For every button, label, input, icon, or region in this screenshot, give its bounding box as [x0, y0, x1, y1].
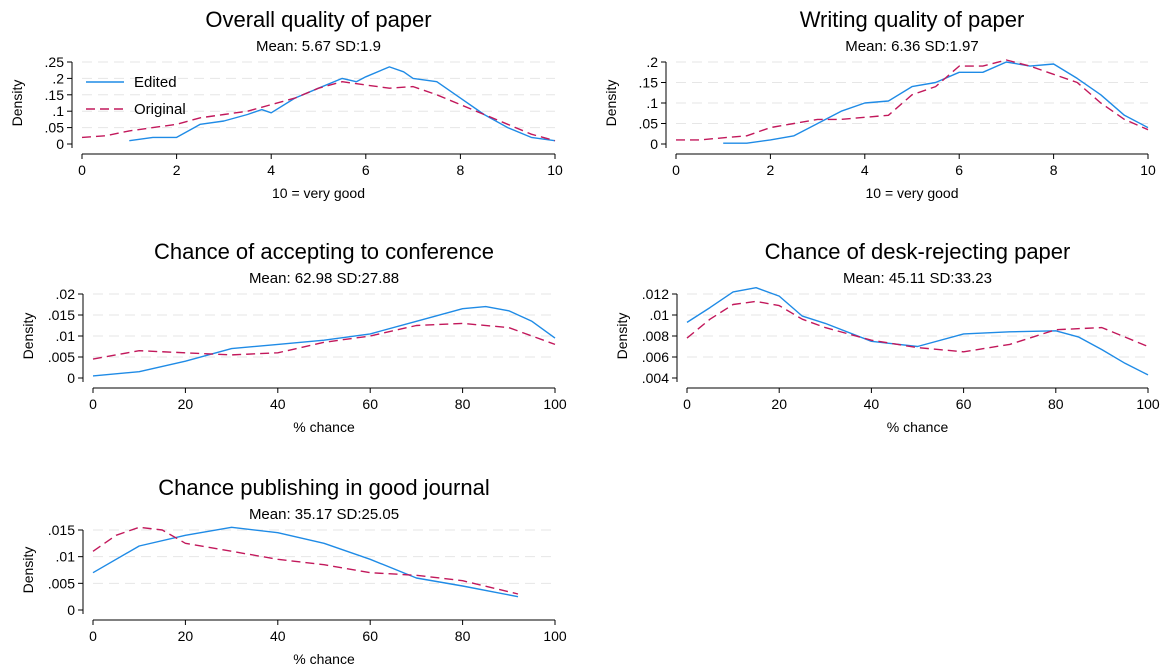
- y-tick-label: .005: [48, 575, 75, 591]
- chart-title: Overall quality of paper: [205, 7, 431, 32]
- x-axis-label: % chance: [887, 419, 949, 435]
- y-tick-label: 0: [67, 602, 75, 618]
- y-tick-label: 0: [650, 136, 658, 152]
- y-tick-label: .008: [642, 328, 669, 344]
- x-tick-label: 100: [543, 628, 567, 644]
- x-tick-label: 40: [270, 628, 286, 644]
- y-tick-label: .15: [45, 87, 65, 103]
- x-tick-label: 0: [89, 396, 97, 412]
- x-tick-label: 8: [457, 162, 465, 178]
- y-tick-label: 0: [67, 370, 75, 386]
- y-tick-label: .015: [48, 307, 75, 323]
- y-tick-label: .006: [642, 349, 669, 365]
- series-line-edited: [92, 305, 556, 377]
- x-tick-label: 2: [767, 162, 775, 178]
- series-line-edited: [723, 61, 1149, 144]
- chart-panel-5: Chance publishing in good journal Mean: 3…: [20, 475, 567, 667]
- x-tick-label: 10: [1140, 162, 1156, 178]
- chart-subtitle: Mean: 5.67 SD:1.9: [256, 38, 381, 55]
- x-axis-label: 10 = very good: [865, 185, 958, 201]
- y-tick-label: .1: [52, 103, 64, 119]
- chart-subtitle: Mean: 45.11 SD:33.23: [843, 270, 992, 287]
- x-tick-label: 80: [1048, 396, 1064, 412]
- x-tick-label: 0: [89, 628, 97, 644]
- x-tick-label: 0: [683, 396, 691, 412]
- x-tick-label: 2: [173, 162, 181, 178]
- series-line-original: [81, 80, 556, 142]
- y-tick-label: .015: [48, 522, 75, 538]
- x-axis-label: % chance: [293, 651, 355, 667]
- y-axis-label: Density: [20, 313, 36, 360]
- chart-panel-1: Overall quality of paper Mean: 5.67 SD:1.…: [9, 7, 563, 201]
- x-tick-label: 40: [270, 396, 286, 412]
- x-tick-label: 60: [362, 628, 378, 644]
- x-tick-label: 100: [543, 396, 567, 412]
- series-line-edited: [686, 287, 1149, 376]
- legend-label: Edited: [134, 74, 177, 91]
- series-line-original: [676, 59, 1149, 141]
- legend-label: Original: [134, 101, 186, 118]
- chart-subtitle: Mean: 6.36 SD:1.97: [845, 38, 978, 55]
- y-tick-label: .1: [646, 95, 658, 111]
- y-tick-label: .01: [56, 328, 76, 344]
- chart-title: Chance publishing in good journal: [158, 475, 489, 500]
- x-tick-label: 40: [864, 396, 880, 412]
- chart-title: Chance of accepting to conference: [154, 239, 494, 264]
- series-line-original: [92, 322, 556, 360]
- y-tick-label: .01: [56, 549, 76, 565]
- x-tick-label: 10: [547, 162, 563, 178]
- chart-subtitle: Mean: 35.17 SD:25.05: [249, 506, 399, 523]
- y-axis-label: Density: [603, 80, 619, 127]
- y-axis-label: Density: [614, 313, 630, 360]
- series-line-original: [92, 526, 519, 595]
- x-tick-label: 20: [178, 628, 194, 644]
- y-tick-label: .02: [56, 286, 76, 302]
- y-tick-label: .05: [639, 116, 659, 132]
- x-tick-label: 100: [1136, 396, 1160, 412]
- y-tick-label: .25: [45, 54, 65, 70]
- x-tick-label: 60: [362, 396, 378, 412]
- chart-panel-3: Chance of accepting to conference Mean: 6…: [20, 239, 567, 435]
- series-line-edited: [92, 526, 519, 598]
- x-tick-label: 80: [455, 628, 471, 644]
- y-tick-label: .005: [48, 349, 75, 365]
- y-tick-label: .012: [642, 286, 669, 302]
- y-tick-label: .01: [650, 307, 670, 323]
- x-tick-label: 80: [455, 396, 471, 412]
- y-tick-label: .15: [639, 75, 659, 91]
- legend: Edited Original: [86, 74, 186, 118]
- y-axis-label: Density: [9, 80, 25, 127]
- chart-title: Writing quality of paper: [800, 7, 1025, 32]
- x-tick-label: 0: [672, 162, 680, 178]
- y-tick-label: .2: [646, 54, 658, 70]
- x-tick-label: 6: [362, 162, 370, 178]
- x-tick-label: 8: [1050, 162, 1058, 178]
- x-axis-label: % chance: [293, 419, 355, 435]
- x-tick-label: 0: [78, 162, 86, 178]
- x-tick-label: 20: [771, 396, 787, 412]
- chart-subtitle: Mean: 62.98 SD:27.88: [249, 270, 399, 287]
- y-tick-label: .2: [52, 70, 64, 86]
- y-tick-label: .004: [642, 370, 669, 386]
- y-tick-label: .05: [45, 120, 65, 136]
- x-tick-label: 60: [956, 396, 972, 412]
- chart-panel-2: Writing quality of paper Mean: 6.36 SD:1.…: [603, 7, 1156, 201]
- x-tick-label: 6: [955, 162, 963, 178]
- y-tick-label: 0: [56, 136, 64, 152]
- x-tick-label: 4: [861, 162, 869, 178]
- x-axis-label: 10 = very good: [272, 185, 365, 201]
- x-tick-label: 20: [178, 396, 194, 412]
- series-line-edited: [129, 66, 556, 142]
- x-tick-label: 4: [267, 162, 275, 178]
- series-line-original: [686, 300, 1149, 353]
- y-axis-label: Density: [20, 547, 36, 594]
- chart-panel-4: Chance of desk-rejecting paper Mean: 45.1…: [614, 239, 1160, 435]
- chart-title: Chance of desk-rejecting paper: [765, 239, 1071, 264]
